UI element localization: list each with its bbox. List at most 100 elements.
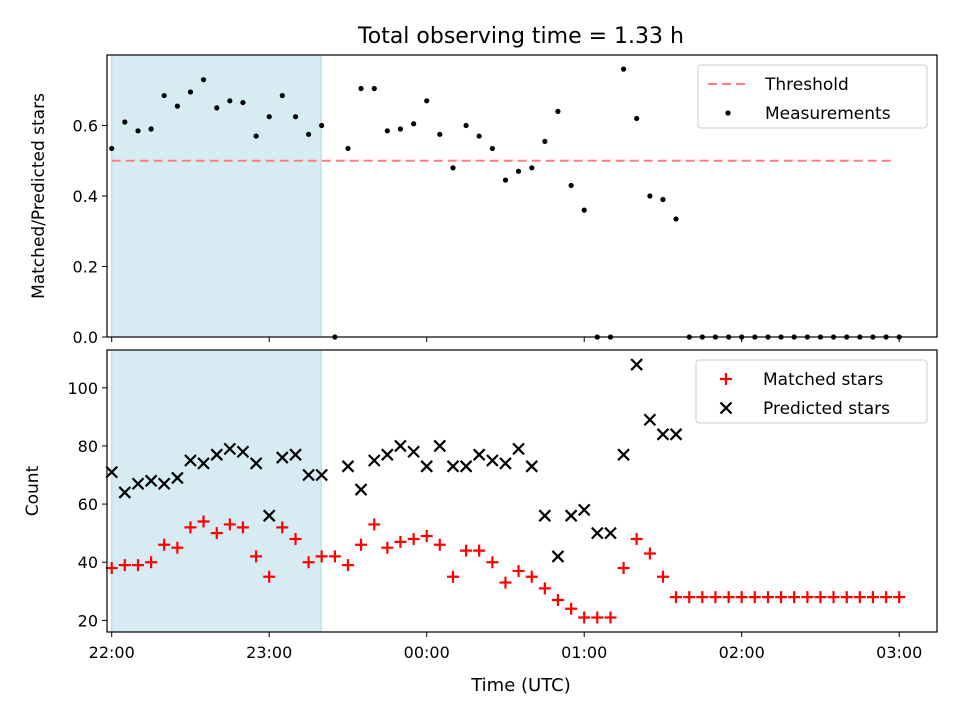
legend-measurements-swatch xyxy=(725,110,731,116)
predicted-star-point xyxy=(315,468,328,482)
x-tick-label: 00:00 xyxy=(404,643,450,662)
measurement-point xyxy=(122,119,128,125)
measurement-point xyxy=(214,105,220,111)
matched-star-point xyxy=(420,530,433,543)
measurement-point xyxy=(660,196,666,203)
y-tick-label-top: 0.2 xyxy=(73,258,98,277)
matched-star-point xyxy=(551,594,564,607)
matched-star-point xyxy=(827,591,840,604)
predicted-star-point xyxy=(433,439,447,453)
measurement-point xyxy=(345,145,351,152)
matched-star-point xyxy=(132,559,145,572)
predicted-star-point xyxy=(236,445,250,459)
y-tick-label-bottom: 80 xyxy=(78,437,98,456)
matched-star-point xyxy=(433,538,446,551)
matched-star-point xyxy=(630,532,643,545)
predicted-star-point xyxy=(643,413,657,427)
predicted-star-point xyxy=(420,460,433,473)
matched-star-point xyxy=(276,521,289,534)
matched-star-point xyxy=(893,591,906,604)
matched-star-point xyxy=(775,591,788,604)
x-axis-label: Time (UTC) xyxy=(470,675,571,696)
measurement-point xyxy=(148,126,154,132)
measurement-point xyxy=(227,98,233,104)
predicted-star-point xyxy=(367,454,381,467)
measurement-point xyxy=(450,165,456,171)
predicted-star-point xyxy=(472,448,486,461)
matched-star-point xyxy=(578,611,591,624)
x-tick-label: 02:00 xyxy=(719,643,765,662)
legend-measurements-label: Measurements xyxy=(765,104,891,124)
measurement-point xyxy=(200,77,207,83)
measurement-point xyxy=(292,114,299,120)
measurement-point xyxy=(463,122,469,129)
legend-predicted-swatch xyxy=(719,401,733,415)
predicted-star-point xyxy=(551,550,565,563)
measurement-point xyxy=(620,66,627,72)
matched-star-point xyxy=(355,538,368,551)
predicted-star-point xyxy=(157,477,171,491)
matched-star-point xyxy=(250,550,263,563)
measurement-point xyxy=(581,207,587,213)
predicted-star-point xyxy=(669,428,683,441)
predicted-star-point xyxy=(577,503,591,517)
predicted-star-point xyxy=(341,460,355,473)
measurement-point xyxy=(568,182,574,189)
measurement-point xyxy=(673,216,679,222)
measurement-point xyxy=(174,103,181,109)
measurement-point xyxy=(489,145,495,152)
observing-window-top xyxy=(111,54,322,338)
x-tick-label: 23:00 xyxy=(246,643,292,662)
matched-star-point xyxy=(289,532,302,545)
predicted-star-point xyxy=(525,460,539,473)
matched-star-point xyxy=(197,515,210,528)
predicted-star-point xyxy=(249,457,263,470)
measurement-point xyxy=(135,128,141,134)
predicted-star-point xyxy=(604,526,617,540)
predicted-star-point xyxy=(105,465,119,479)
matched-star-point xyxy=(118,559,131,572)
plot-frame-top xyxy=(106,54,938,338)
matched-star-point xyxy=(709,591,722,604)
y-tick-label-top: 0.4 xyxy=(73,187,98,206)
predicted-star-point xyxy=(591,526,604,540)
x-tick-label: 22:00 xyxy=(89,643,135,662)
legend-bottom: Matched stars Predicted stars xyxy=(695,359,928,424)
measurement-point xyxy=(109,145,115,152)
count-panel: 20 40 60 80 100 22:00 23:00 00:00 01:00 02:00 03:0… xyxy=(23,349,938,662)
matched-star-point xyxy=(591,611,604,624)
measurement-point xyxy=(424,98,430,104)
matched-star-point xyxy=(368,518,381,531)
predicted-star-point xyxy=(276,451,289,464)
y-axis-label-top: Matched/Predicted stars xyxy=(29,93,49,299)
matched-star-point xyxy=(880,591,893,604)
matched-star-point xyxy=(486,556,499,569)
matched-star-point xyxy=(683,591,696,604)
matched-star-point xyxy=(565,602,578,615)
matched-star-point xyxy=(394,535,407,548)
matched-star-point xyxy=(210,527,223,540)
matched-star-point xyxy=(158,538,171,551)
matched-star-point xyxy=(145,556,158,569)
matched-star-point xyxy=(105,562,118,575)
y-tick-label-bottom: 40 xyxy=(78,553,98,572)
predicted-star-point xyxy=(262,509,276,522)
ratio-panel: 0.0 0.2 0.4 0.6 Matched/Predicted stars Thres… xyxy=(29,54,938,347)
measurement-point xyxy=(411,121,417,127)
matched-star-point xyxy=(525,570,538,583)
matched-star-point xyxy=(460,544,473,557)
legend-matched-label: Matched stars xyxy=(763,370,883,390)
plot-frame-bottom xyxy=(106,349,938,633)
legend-box-bottom xyxy=(695,359,928,424)
matched-star-point xyxy=(302,556,315,569)
y-tick-label-top: 0.6 xyxy=(73,117,98,136)
matched-star-point xyxy=(656,570,669,583)
matched-star-point xyxy=(866,591,879,604)
measurement-point xyxy=(305,131,312,137)
predicted-star-point xyxy=(354,483,368,496)
measurement-point xyxy=(542,138,548,144)
matched-star-point xyxy=(696,591,709,604)
matched-star-point xyxy=(184,521,197,534)
matched-star-point xyxy=(499,576,512,589)
